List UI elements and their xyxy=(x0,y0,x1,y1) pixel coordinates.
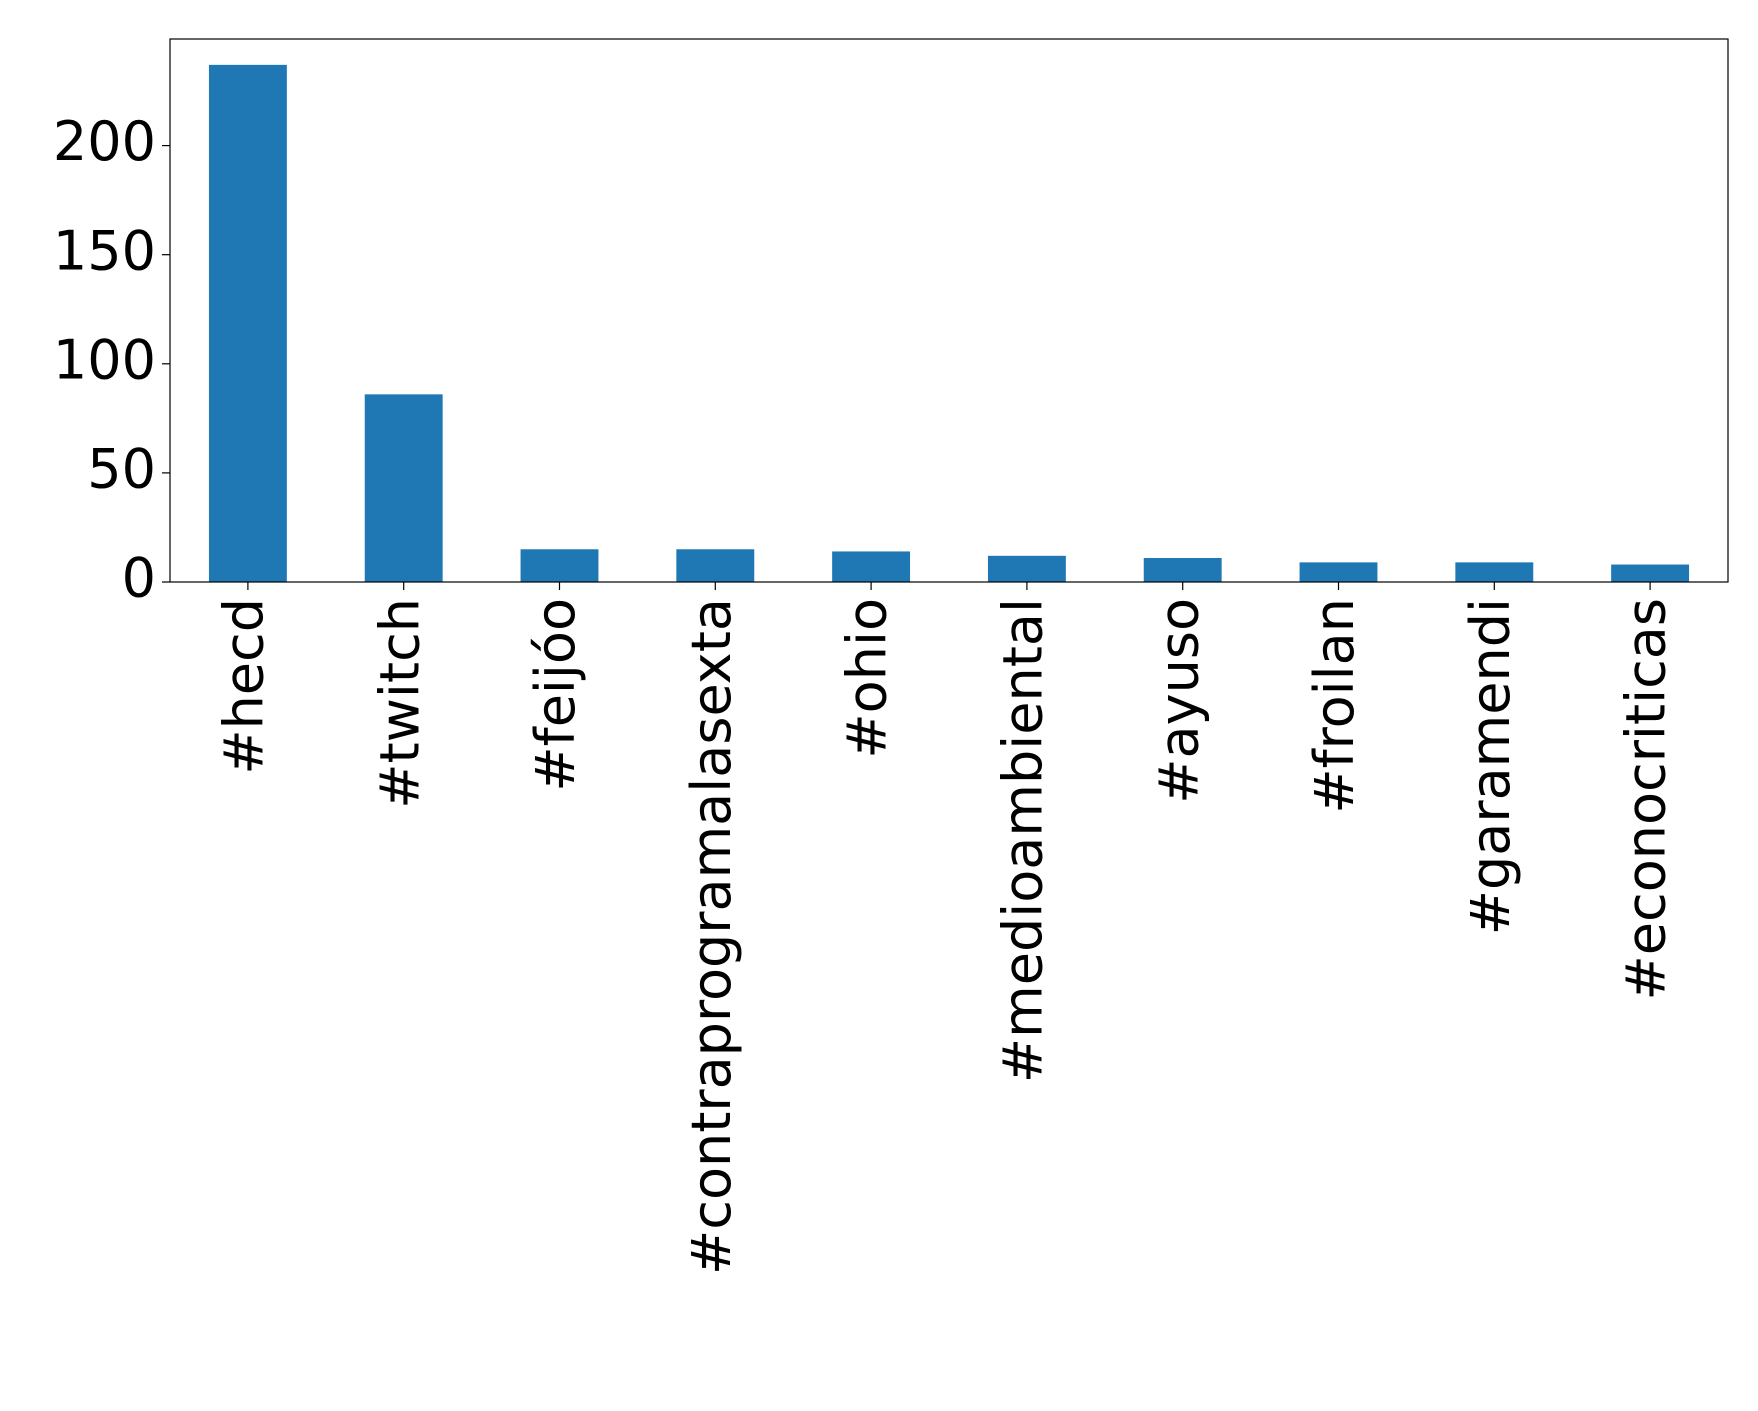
plot-frame xyxy=(169,38,1729,583)
bar xyxy=(1143,557,1222,582)
bar xyxy=(208,64,287,583)
x-tick-label: #medioambiental xyxy=(992,598,1055,1083)
bar xyxy=(364,394,443,582)
bar xyxy=(832,551,911,582)
x-tick-label: #hecd xyxy=(213,598,276,775)
x-tick-label: #twitch xyxy=(368,598,431,809)
bar xyxy=(1455,562,1534,582)
bar xyxy=(1611,564,1690,582)
bar xyxy=(520,549,599,582)
y-tick-label: 0 xyxy=(122,547,156,610)
y-tick-label: 50 xyxy=(87,438,156,501)
x-tick-label: #ayuso xyxy=(1147,598,1210,804)
bar xyxy=(987,555,1066,582)
x-tick-label: #feijóo xyxy=(524,598,587,792)
x-tick-label: #ohio xyxy=(836,598,899,759)
y-tick-label: 200 xyxy=(53,110,156,173)
x-tick-label: #froilan xyxy=(1303,598,1366,814)
bar xyxy=(1299,562,1378,582)
x-tick-label: #econocriticas xyxy=(1615,598,1678,1000)
y-tick-label: 150 xyxy=(53,219,156,282)
y-tick-label: 100 xyxy=(53,328,156,391)
x-tick-label: #contraprogramalasexta xyxy=(680,598,743,1275)
x-tick-label: #garamendi xyxy=(1459,598,1522,935)
bar xyxy=(676,549,755,582)
